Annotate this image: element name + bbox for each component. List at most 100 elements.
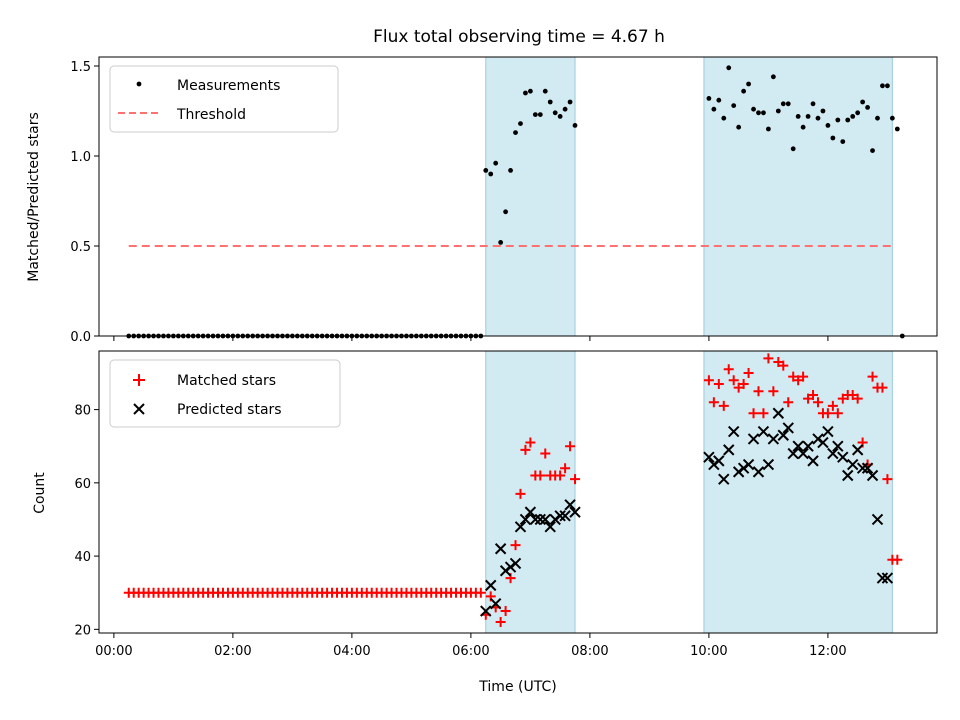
measurement-point (711, 106, 717, 112)
bottom-xlabel: Time (UTC) (478, 679, 556, 695)
measurement-point (508, 168, 513, 173)
matched-star-marker (867, 371, 878, 382)
matched-star-marker (510, 540, 521, 551)
predicted-star-marker (777, 429, 789, 441)
measurement-point (820, 108, 826, 114)
measurement-point (741, 88, 747, 94)
predicted-star-marker (564, 499, 576, 511)
measurement-point (840, 139, 846, 145)
measurement-point (726, 65, 732, 71)
measurement-point (572, 123, 578, 128)
predicted-star-marker (822, 425, 834, 438)
matched-star-marker (525, 437, 536, 448)
measurement-point (706, 96, 712, 101)
top-y-ticks: 0.0 0.5 1.0 1.5 (70, 60, 99, 345)
predicted-star-marker (718, 473, 730, 485)
predicted-star-marker (787, 447, 799, 460)
predicted-star-marker (480, 605, 492, 617)
measurement-point (483, 168, 489, 173)
predicted-star-marker (792, 440, 804, 452)
x-tick-label: 04:00 (333, 644, 370, 659)
measurement-point (552, 110, 558, 116)
matched-star-marker (892, 554, 903, 565)
measurement-point (746, 81, 751, 87)
matched-star-marker (748, 408, 759, 419)
predicted-star-marker (762, 458, 775, 471)
measurement-point (790, 146, 796, 152)
bottom-ylabel: Count (32, 472, 48, 514)
measurement-point (795, 114, 801, 119)
matched-star-marker (495, 617, 506, 628)
measurement-point (523, 90, 528, 96)
measurement-point (875, 115, 880, 121)
measurement-point (835, 117, 841, 123)
measurement-point (716, 97, 722, 103)
x-tick-label: 00:00 (95, 644, 132, 659)
matched-star-marker (728, 375, 739, 386)
bottom-legend: Matched stars Predicted stars (109, 359, 341, 428)
predicted-star-marker (832, 440, 844, 452)
predicted-star-marker (837, 451, 849, 463)
predicted-star-marker (881, 572, 894, 584)
matched-star-marker (832, 408, 843, 419)
predicted-star-marker (757, 425, 770, 438)
predicted-star-marker (802, 440, 814, 452)
measurement-point (889, 115, 895, 121)
measurement-point (845, 117, 851, 123)
predicted-star-marker (713, 455, 725, 467)
matched-star-marker (475, 587, 486, 598)
measurement-point (751, 106, 756, 112)
measurement-point (513, 130, 518, 136)
measurement-point (880, 83, 885, 89)
y-tick-label: 0.5 (70, 240, 91, 255)
measurement-point (810, 101, 816, 107)
matched-star-marker (713, 378, 724, 389)
predicted-star-marker (876, 572, 889, 584)
matched-star-marker (812, 397, 823, 408)
measurement-point (542, 88, 548, 94)
predicted-star-marker (772, 407, 785, 419)
bottom-legend-box (109, 359, 341, 428)
measurement-point (532, 112, 538, 117)
predicted-star-marker (767, 433, 780, 445)
top-legend: Measurements Threshold (109, 65, 339, 133)
matched-star-marker (783, 397, 794, 408)
predicted-star-marker (544, 521, 556, 533)
measurement-point (780, 101, 786, 107)
predicted-star-marker (529, 513, 542, 526)
measurement-point (830, 135, 836, 141)
measurement-point (493, 160, 499, 166)
predicted-star-marker (723, 444, 735, 456)
legend-matched: Matched stars (177, 373, 276, 389)
measurement-point (518, 121, 523, 126)
predicted-star-marker (871, 513, 884, 526)
bottom-axes-frame (98, 350, 938, 634)
predicted-star-marker (861, 462, 874, 474)
measurement-point (721, 115, 727, 121)
measurement-points (126, 65, 905, 339)
measurement-point (731, 103, 737, 108)
predicted-star-marker (554, 510, 566, 522)
measurement-point (537, 112, 543, 117)
matched-star-marker (753, 386, 764, 397)
measurement-point (488, 171, 494, 177)
shaded-region (485, 56, 576, 337)
measurement-point (775, 108, 781, 114)
predicted-star-marker (747, 433, 760, 445)
matched-star-marker (535, 470, 546, 481)
matched-star-marker (798, 371, 809, 382)
bottom-panel: 20 40 60 80 00:00 02:00 04:00 06:00 08:00 10:00 1… (32, 350, 938, 695)
predicted-star-marker (514, 521, 527, 533)
measurement-point (527, 88, 533, 94)
predicted-star-marker (752, 466, 765, 478)
predicted-star-marker (539, 513, 551, 526)
shaded-region (703, 350, 893, 634)
legend-predicted: Predicted stars (177, 402, 282, 418)
measurement-point (567, 99, 573, 105)
measurement-point (860, 99, 866, 105)
predicted-star-marker (509, 557, 522, 570)
matched-star-marker (822, 408, 833, 419)
measurement-point (547, 99, 553, 105)
matched-star-marker (778, 360, 789, 371)
